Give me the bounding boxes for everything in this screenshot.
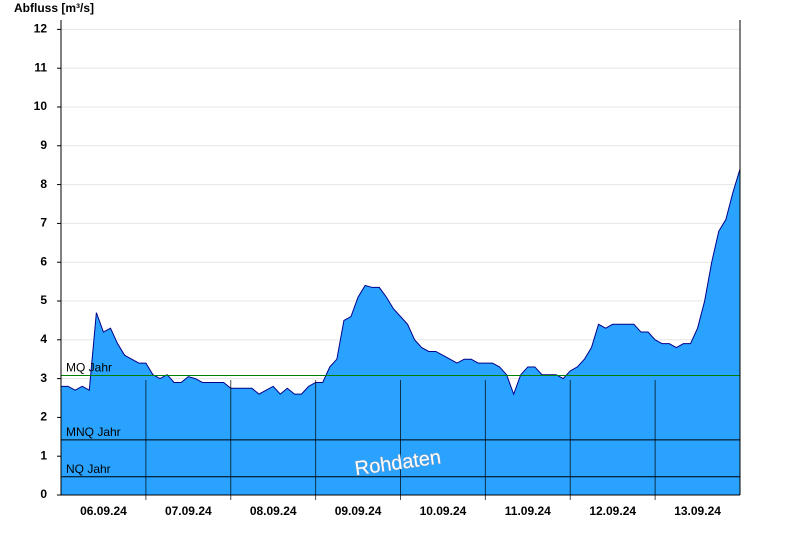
y-tick-label: 12 (34, 22, 48, 36)
reference-label: NQ Jahr (66, 462, 111, 476)
x-tick-label: 12.09.24 (589, 504, 636, 518)
reference-label: MQ Jahr (66, 361, 112, 375)
x-tick-label: 06.09.24 (80, 504, 127, 518)
y-tick-label: 2 (40, 410, 47, 424)
y-tick-label: 0 (40, 487, 47, 501)
y-tick-label: 10 (34, 99, 48, 113)
y-tick-label: 6 (40, 254, 47, 268)
x-tick-label: 09.09.24 (335, 504, 382, 518)
y-tick-label: 7 (40, 216, 47, 230)
y-tick-label: 11 (34, 60, 47, 74)
x-tick-label: 13.09.24 (674, 504, 721, 518)
x-tick-label: 07.09.24 (165, 504, 212, 518)
area-outline (61, 168, 741, 396)
axis-title: Abfluss [m³/s] (14, 1, 94, 15)
x-tick-label: 11.09.24 (505, 504, 551, 518)
y-tick-label: 5 (40, 293, 47, 307)
reference-label: MNQ Jahr (66, 425, 121, 439)
y-tick-label: 3 (40, 371, 47, 385)
y-tick-label: 4 (40, 332, 47, 346)
x-tick-label: 08.09.24 (250, 504, 297, 518)
y-tick-label: 8 (40, 177, 47, 191)
y-tick-label: 9 (40, 138, 47, 152)
y-tick-label: 1 (40, 448, 47, 462)
x-tick-label: 10.09.24 (420, 504, 467, 518)
